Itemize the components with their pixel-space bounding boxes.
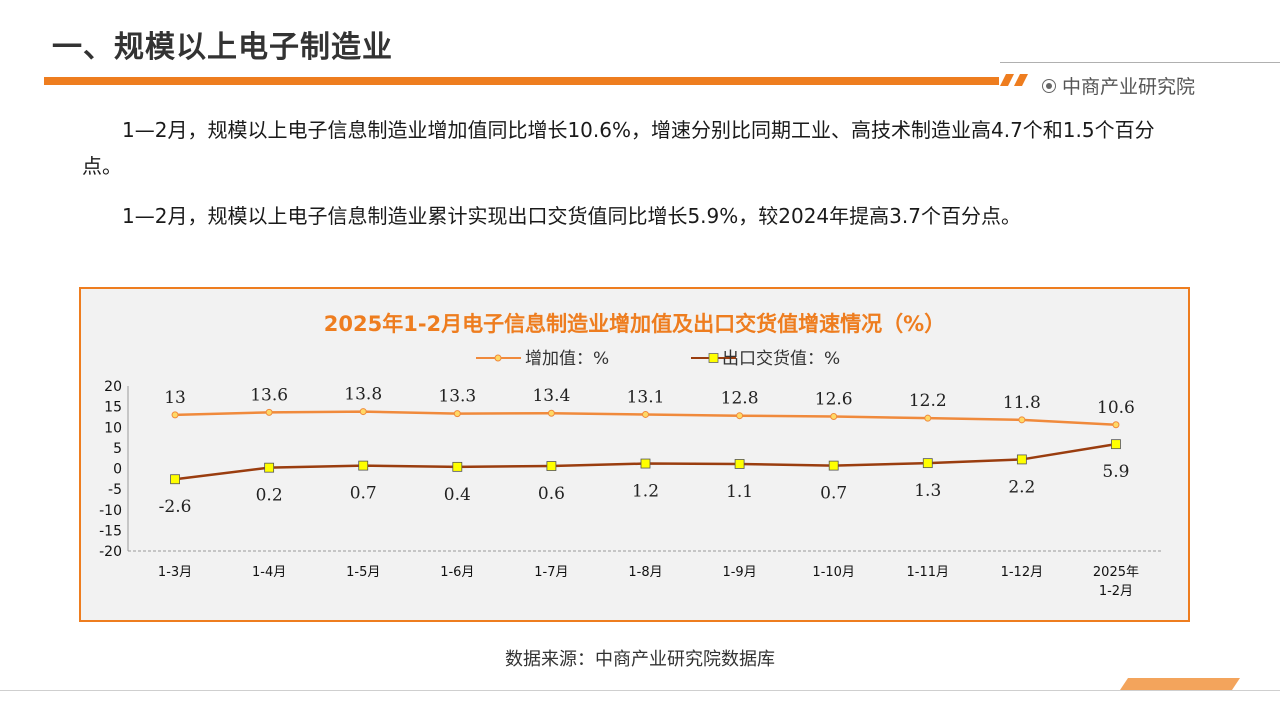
- legend-series2-label: 出口交货值：%: [722, 349, 840, 369]
- series2-data-label: 0.2: [256, 486, 283, 506]
- y-tick-label: -15: [99, 523, 122, 539]
- series1-point: [830, 413, 838, 421]
- y-tick-label: 20: [104, 379, 122, 395]
- slash-decoration: [1000, 74, 1028, 86]
- x-tick-label: 1-6月: [440, 565, 474, 580]
- series1-point: [924, 414, 932, 422]
- legend-swatch-marker: [494, 354, 502, 362]
- series2-point: [828, 460, 839, 471]
- x-tick-label: 1-4月: [252, 565, 286, 580]
- series2-point: [170, 474, 180, 485]
- series1-point: [1112, 421, 1120, 429]
- series2-point: [922, 458, 933, 469]
- series2-point: [1016, 454, 1027, 465]
- series1-point: [265, 408, 273, 416]
- series1-point: [453, 410, 461, 418]
- x-tick-label: 1-8月: [628, 565, 662, 580]
- y-tick-label: -5: [108, 482, 122, 498]
- series2-data-label: 0.7: [350, 484, 377, 504]
- x-tick-label: 1-12月: [1001, 565, 1044, 580]
- line-chart: 2025年1-2月电子信息制造业增加值及出口交货值增速情况（%） 增加值：% 出口交…: [99, 312, 1163, 599]
- paragraph-export: 1—2月，规模以上电子信息制造业累计实现出口交货值同比增长5.9%，较2024年…: [122, 204, 1021, 228]
- series2-point: [546, 461, 557, 471]
- series2-point: [640, 458, 651, 469]
- x-tick-label: 1-9月: [722, 565, 756, 580]
- y-tick-label: -10: [99, 503, 122, 519]
- x-tick-label: 1-10月: [812, 565, 855, 580]
- series2-data-label: 1.2: [632, 482, 659, 502]
- y-tick-label: 10: [104, 420, 122, 436]
- x-tick-label: 1-11月: [907, 565, 950, 580]
- x-tick-label: 2025年: [1093, 565, 1139, 580]
- series2-data-label: -2.6: [159, 497, 192, 517]
- series2-data-label: 1.3: [914, 481, 941, 501]
- y-tick-label: 5: [113, 441, 122, 457]
- series1-point: [1018, 416, 1026, 424]
- series2-data-label: 5.9: [1102, 462, 1129, 482]
- series2-point: [1111, 439, 1121, 450]
- header-rule: [1000, 62, 1280, 63]
- brand-logo: 中商产业研究院: [1042, 72, 1195, 99]
- series1-data-label: 10.6: [1097, 398, 1135, 418]
- y-tick-label: -20: [99, 544, 122, 560]
- data-source-note: 数据来源：中商产业研究院数据库: [505, 649, 775, 670]
- series1-data-label: 13.1: [627, 387, 665, 407]
- y-tick-label: 15: [104, 400, 122, 416]
- chart-frame: 2025年1-2月电子信息制造业增加值及出口交货值增速情况（%） 增加值：% 出口交…: [79, 287, 1190, 622]
- series1-data-label: 12.2: [909, 391, 947, 411]
- series1-data-label: 12.6: [815, 390, 853, 410]
- series2-point: [452, 461, 463, 472]
- series1-data-label: 11.8: [1003, 393, 1041, 413]
- x-tick-label: 1-3月: [158, 565, 192, 580]
- x-tick-label: 1-2月: [1099, 584, 1133, 599]
- series2-point: [734, 459, 745, 469]
- series2-data-label: 0.6: [538, 484, 565, 504]
- series1-point: [642, 410, 649, 418]
- series2-data-label: 2.2: [1008, 477, 1035, 497]
- paragraph-value-added: 1—2月，规模以上电子信息制造业增加值同比增长10.6%，增速分别比同期工业、高…: [82, 118, 1155, 178]
- series1-data-label: 13.4: [532, 386, 570, 406]
- series1-point: [547, 409, 555, 417]
- series2-point: [264, 462, 275, 473]
- title-underline-bar: [44, 77, 999, 85]
- series2-point: [358, 460, 369, 471]
- chart-title: 2025年1-2月电子信息制造业增加值及出口交货值增速情况（%）: [324, 312, 945, 336]
- series1-point: [736, 412, 744, 420]
- brand-circle-icon: [1042, 78, 1056, 93]
- page-title: 一、规模以上电子制造业: [52, 30, 393, 65]
- brand-name: 中商产业研究院: [1062, 76, 1196, 98]
- y-tick-label: 0: [113, 462, 122, 478]
- legend-swatch-marker: [708, 353, 719, 363]
- series2-data-label: 0.4: [444, 485, 471, 505]
- series1-point: [171, 411, 179, 419]
- series2-data-label: 0.7: [820, 484, 847, 504]
- series2-data-label: 1.1: [726, 482, 753, 502]
- series1-data-label: 13.6: [250, 385, 288, 405]
- series1-point: [359, 408, 367, 416]
- x-tick-label: 1-7月: [534, 565, 568, 580]
- series1-data-label: 13.8: [344, 385, 382, 405]
- footer-decoration: [1120, 678, 1240, 690]
- x-tick-label: 1-5月: [346, 565, 380, 580]
- series1-data-label: 12.8: [721, 389, 759, 409]
- footer-rule: [0, 690, 1280, 691]
- series1-data-label: 13.3: [438, 387, 476, 407]
- series1-data-label: 13: [164, 388, 186, 408]
- legend-series1-label: 增加值：%: [525, 349, 609, 369]
